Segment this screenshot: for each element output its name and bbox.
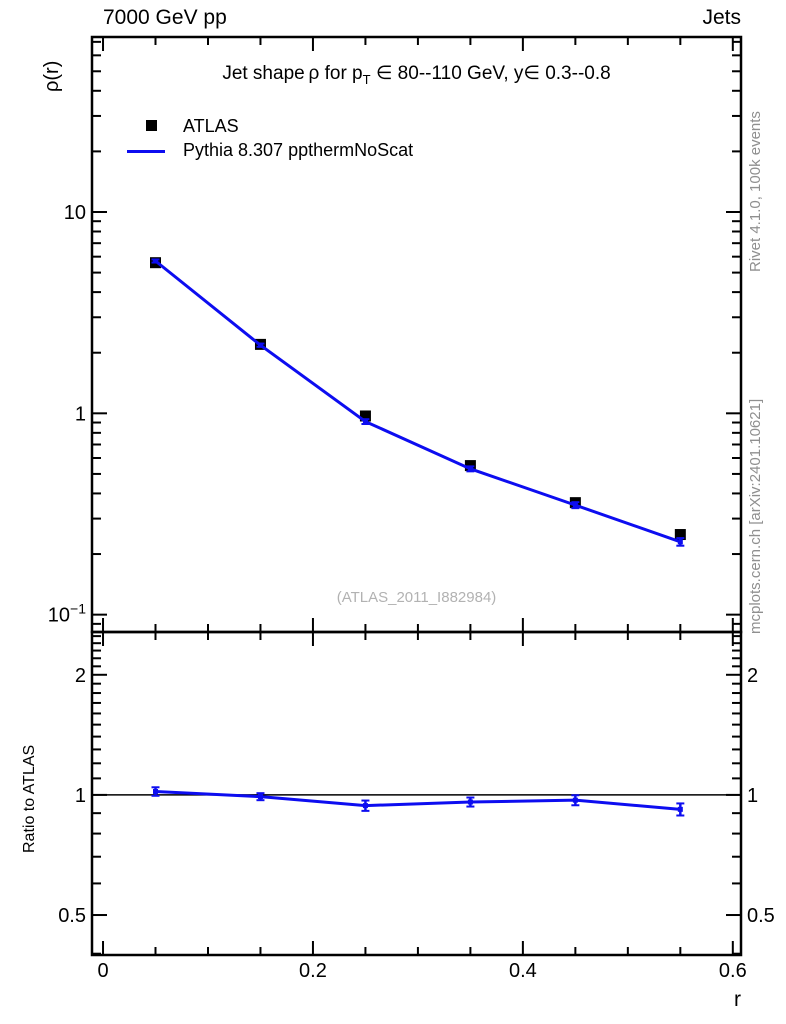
x-tick-label: 0 [97, 960, 108, 982]
ratio-mc-curve [151, 786, 685, 817]
y-tick-label: 1 [75, 785, 86, 807]
plot-frames [90, 35, 743, 957]
plot-title-sub: T [362, 71, 371, 87]
x-tick-label: 0.6 [719, 960, 747, 982]
y-tick-label: 0.5 [747, 905, 775, 927]
main-mc-curve [151, 258, 685, 547]
analysis-id-watermark: (ATLAS_2011_I882984) [336, 589, 497, 606]
axis-tick-labels: 0 0.2 0.4 0.6 10 1 10−1 2 2 1 1 0.5 0.5 [48, 202, 775, 982]
y-tick-label: 0.5 [58, 905, 86, 927]
plot-title-post: ∈ 80--110 GeV, y∈ 0.3--0.8 [370, 63, 611, 84]
legend-label-pythia: Pythia 8.307 ppthermNoScat [183, 140, 414, 160]
rivet-version-text: Rivet 4.1.0, 100k events [747, 111, 764, 272]
x-tick-label: 0.2 [299, 960, 327, 982]
y-tick-label: 1 [747, 785, 758, 807]
atlas-square-marker-icon [146, 120, 157, 131]
y-tick-label: 2 [75, 665, 86, 687]
plot-title-pre: Jet shape ρ for p [222, 63, 363, 84]
beam-energy-label: 7000 GeV pp [103, 6, 227, 29]
x-tick-label: 0.4 [509, 960, 537, 982]
x-axis-label: r [734, 988, 741, 1011]
ratio-panel-frame [90, 630, 743, 957]
y-axis-label-ratio: Ratio to ATLAS [21, 744, 38, 853]
mcplots-citation-text: mcplots.cern.ch [arXiv:2401.10621] [747, 398, 764, 634]
pythia-line-marker-icon [127, 150, 165, 153]
plot-title: Jet shape ρ for pT ∈ 80--110 GeV, y∈ 0.3… [92, 62, 741, 87]
y-tick-label: 10−1 [48, 601, 86, 627]
y-tick-label: 2 [747, 665, 758, 687]
analysis-group-label: Jets [702, 6, 741, 29]
legend-label-atlas: ATLAS [183, 116, 239, 136]
atlas-data-points [150, 257, 686, 541]
y-axis-label-main: ρ(r) [41, 60, 63, 92]
y-tick-label: 1 [75, 403, 86, 425]
axis-ticks [92, 37, 741, 955]
y-tick-label: 10 [64, 202, 86, 224]
